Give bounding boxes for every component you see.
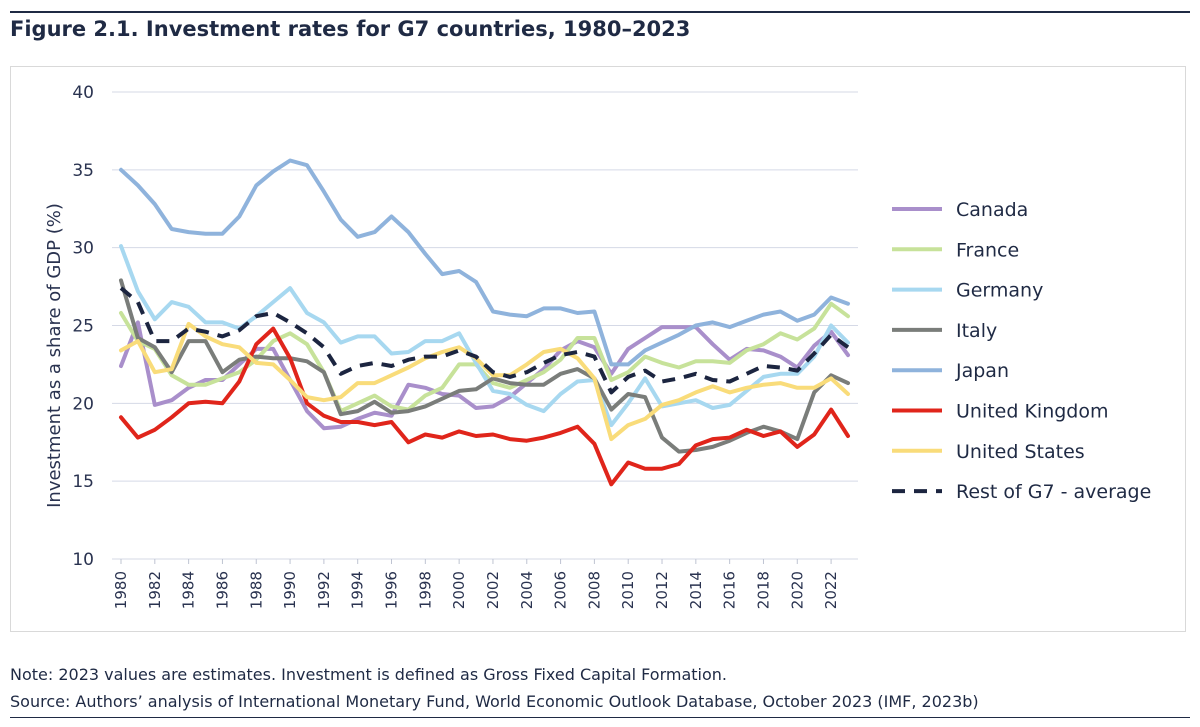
y-axis-title: Investment as a share of GDP (%)	[44, 203, 65, 508]
series-line-canada	[119, 320, 850, 431]
y-tick-label-35: 35	[72, 161, 94, 181]
x-tick-label-1980: 1980	[112, 571, 130, 609]
x-tick-label-1994: 1994	[349, 571, 367, 609]
legend-label-italy: Italy	[956, 320, 997, 342]
x-tick-label-1988: 1988	[247, 571, 265, 609]
legend-label-japan: Japan	[955, 360, 1009, 382]
x-tick-label-1984: 1984	[180, 571, 198, 609]
x-tick-label-2010: 2010	[619, 571, 637, 609]
y-tick-label-30: 30	[72, 239, 94, 259]
chart-frame	[10, 66, 1186, 632]
x-tick-label-2014: 2014	[687, 571, 705, 609]
y-tick-label-40: 40	[72, 83, 94, 103]
x-tick-label-1982: 1982	[146, 571, 164, 609]
x-tick-label-1986: 1986	[213, 571, 231, 609]
series-line-italy	[119, 278, 850, 454]
x-tick-label-2000: 2000	[450, 571, 468, 609]
series-line-japan	[119, 158, 850, 367]
legend-label-united-kingdom: United Kingdom	[956, 401, 1109, 423]
top-rule	[10, 11, 1190, 13]
x-tick-label-1998: 1998	[416, 571, 434, 609]
legend-label-rest-of-g7-average: Rest of G7 - average	[956, 481, 1151, 503]
x-tick-label-2004: 2004	[518, 571, 536, 609]
series-line-united-kingdom	[119, 326, 850, 487]
figure-note: Note: 2023 values are estimates. Investm…	[10, 665, 728, 684]
y-tick-label-10: 10	[72, 550, 94, 570]
legend-label-germany: Germany	[956, 280, 1043, 302]
y-tick-label-20: 20	[72, 394, 94, 414]
x-tick-label-1996: 1996	[383, 571, 401, 609]
x-tick-label-2018: 2018	[754, 571, 772, 609]
x-tick-label-2006: 2006	[552, 571, 570, 609]
x-tick-label-2012: 2012	[653, 571, 671, 609]
series-line-rest-of-g7-average	[119, 286, 850, 395]
legend-label-canada: Canada	[956, 199, 1028, 221]
figure-source: Source: Authors’ analysis of Internation…	[10, 692, 979, 711]
x-tick-label-2016: 2016	[721, 571, 739, 609]
bottom-rule	[10, 717, 1190, 718]
x-tick-label-2020: 2020	[788, 571, 806, 609]
legend-label-france: France	[956, 239, 1019, 261]
x-tick-label-1992: 1992	[315, 571, 333, 609]
figure-title: Figure 2.1. Investment rates for G7 coun…	[10, 17, 691, 41]
x-tick-label-2008: 2008	[585, 571, 603, 609]
legend-label-united-states: United States	[956, 441, 1085, 463]
x-tick-label-2002: 2002	[484, 571, 502, 609]
y-tick-label-25: 25	[72, 317, 94, 337]
x-tick-label-2022: 2022	[822, 571, 840, 609]
x-tick-label-1990: 1990	[281, 571, 299, 609]
y-tick-label-15: 15	[72, 472, 94, 492]
